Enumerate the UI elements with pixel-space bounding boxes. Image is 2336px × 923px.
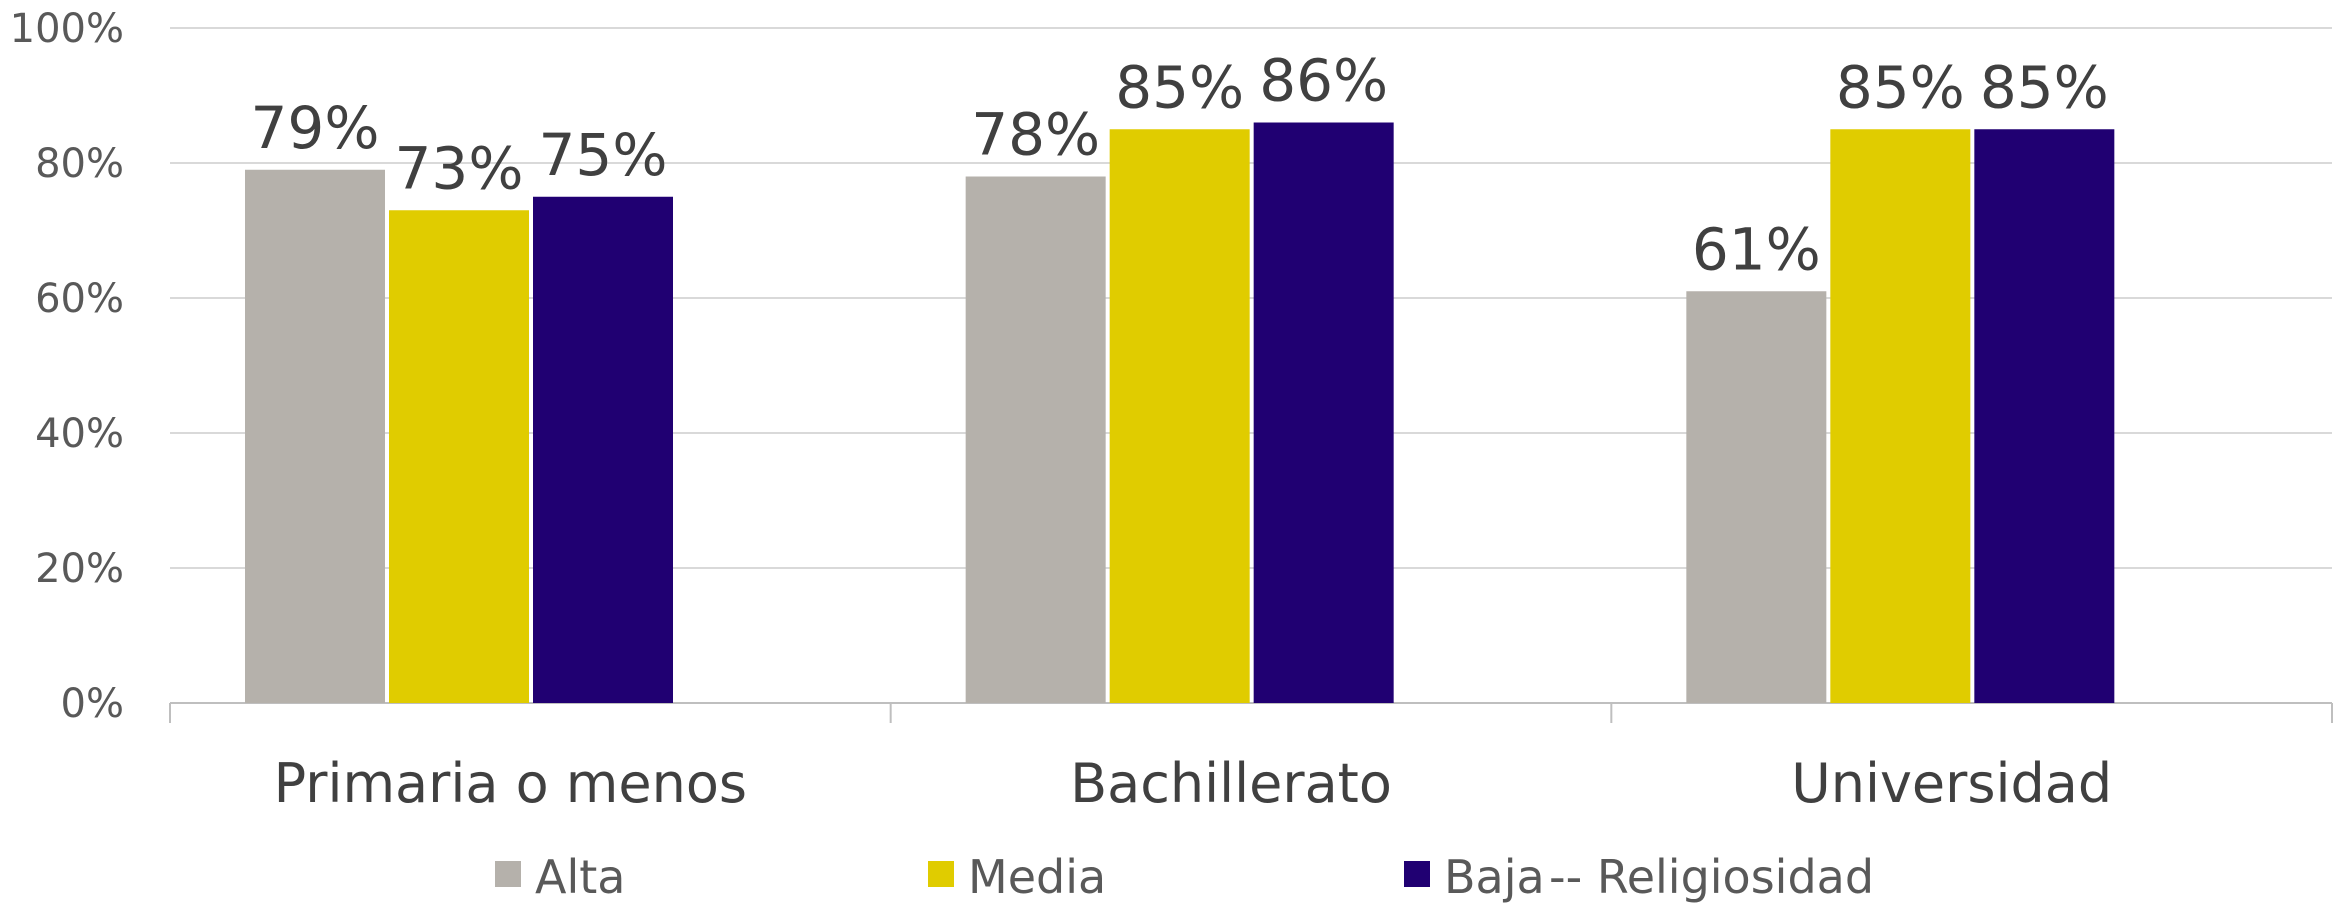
legend-label-baja: Baja [1444, 850, 1545, 904]
data-label: 75% [539, 121, 668, 189]
x-tick-label: Primaria o menos [274, 752, 747, 815]
bar-baja [533, 196, 673, 703]
bar-alta [1686, 291, 1827, 703]
data-label: 86% [1259, 47, 1388, 115]
y-tick-label: 80% [35, 141, 124, 187]
data-label: 78% [971, 101, 1100, 169]
y-tick-label: 60% [35, 276, 124, 322]
bar-media [1109, 129, 1250, 703]
y-tick-label: 100% [10, 6, 124, 52]
x-tick-label: Bachillerato [1070, 752, 1392, 815]
bar-alta [965, 176, 1106, 703]
bar-media [1830, 129, 1971, 703]
bar-alta [245, 169, 385, 703]
data-label: 85% [1836, 53, 1965, 121]
x-tick-label: Universidad [1791, 752, 2112, 815]
data-label: 85% [1115, 53, 1244, 121]
data-label: 79% [251, 94, 380, 162]
legend-swatch-alta [495, 861, 521, 887]
data-label: 73% [395, 134, 524, 202]
legend-label-alta: Alta [535, 850, 625, 904]
data-label: 85% [1980, 53, 2109, 121]
data-label: 61% [1692, 215, 1821, 283]
y-tick-label: 0% [61, 681, 124, 727]
legend-suffix: -- Religiosidad [1549, 850, 1874, 904]
legend-label-media: Media [968, 850, 1106, 904]
legend-swatch-media [928, 861, 954, 887]
bar-baja [1253, 122, 1394, 703]
y-tick-label: 20% [35, 546, 124, 592]
y-tick-label: 40% [35, 411, 124, 457]
legend-swatch-baja [1404, 861, 1430, 887]
bar-baja [1974, 129, 2115, 703]
bar-media [389, 210, 529, 703]
